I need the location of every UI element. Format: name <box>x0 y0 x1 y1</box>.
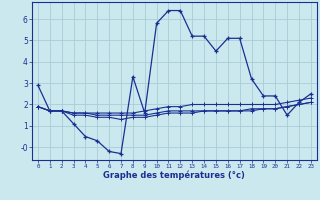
X-axis label: Graphe des températures (°c): Graphe des températures (°c) <box>103 171 245 180</box>
